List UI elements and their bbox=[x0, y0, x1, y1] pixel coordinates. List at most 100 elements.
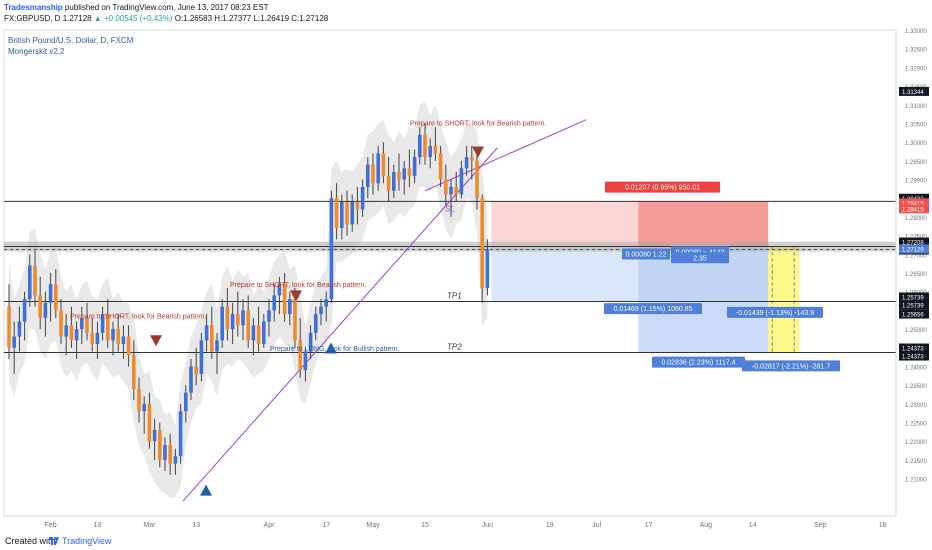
candle bbox=[386, 157, 391, 202]
candle bbox=[402, 160, 406, 195]
position-label: -0.02817 (-2.21%) -281.7 bbox=[752, 363, 830, 370]
y-tick-label: 1.21500 bbox=[905, 459, 927, 465]
price-tag-bg bbox=[899, 204, 929, 214]
candle bbox=[28, 254, 32, 307]
candle bbox=[485, 239, 490, 296]
candle-body bbox=[137, 388, 141, 412]
x-tick-label: 13 bbox=[192, 522, 200, 529]
candle-body bbox=[412, 157, 417, 176]
y-tick-label: 1.22000 bbox=[905, 440, 927, 446]
level-label-tp2: TP2 bbox=[447, 343, 462, 352]
chart-title: British Pound/U.S. Dollar, D, FXCM bbox=[8, 36, 134, 45]
candle-body bbox=[158, 430, 162, 460]
candle-body bbox=[90, 332, 94, 345]
candle-body bbox=[298, 340, 302, 371]
candle-body bbox=[111, 329, 115, 341]
x-tick-label: Jul bbox=[592, 522, 601, 529]
candle-body bbox=[194, 366, 198, 374]
candle-body bbox=[59, 310, 63, 337]
candle bbox=[303, 347, 308, 382]
candle bbox=[121, 325, 126, 359]
indicator-name: Mongerskit v2.2 bbox=[8, 47, 65, 56]
publish-line: Tradesmanship published on TradingView.c… bbox=[4, 2, 268, 13]
candle-body bbox=[428, 145, 432, 158]
candle-body bbox=[480, 198, 484, 288]
level-label-sl: SL bbox=[445, 204, 455, 213]
y-tick-label: 1.25000 bbox=[905, 328, 927, 334]
y-tick-label: 1.28000 bbox=[905, 216, 927, 222]
x-tick-label: Mar bbox=[143, 522, 156, 529]
candle bbox=[241, 299, 245, 341]
x-tick-label: 15 bbox=[421, 522, 429, 529]
x-tick-label: Sep bbox=[814, 522, 827, 529]
candle-body bbox=[340, 201, 344, 229]
price-tag-bg bbox=[899, 292, 929, 302]
candle bbox=[340, 194, 344, 240]
candle bbox=[137, 377, 141, 423]
candle-body bbox=[459, 168, 464, 195]
candle-body bbox=[251, 325, 256, 341]
position-label-bg bbox=[652, 356, 745, 368]
candle-body bbox=[189, 366, 193, 393]
candle-body bbox=[38, 295, 42, 318]
position-label: 0.00080 1.22 bbox=[626, 252, 667, 259]
bearish-marker-icon bbox=[290, 290, 302, 302]
price-tag-bg bbox=[899, 244, 929, 254]
price-chart[interactable]: SL TP1 TP2 Prepare to SHORT, look for Beari… bbox=[0, 26, 932, 532]
candle bbox=[428, 138, 432, 169]
candle bbox=[132, 340, 136, 401]
candle bbox=[397, 153, 401, 191]
candle-body bbox=[418, 134, 422, 158]
candle bbox=[48, 273, 53, 322]
candle-body bbox=[277, 284, 282, 296]
chart-svg[interactable]: SL TP1 TP2 Prepare to SHORT, look for Beari… bbox=[0, 26, 932, 532]
candle bbox=[210, 306, 214, 359]
position-label-bg bbox=[727, 306, 823, 318]
candle-body bbox=[314, 314, 318, 333]
candle bbox=[74, 321, 79, 359]
y-tick-label: 1.24000 bbox=[905, 365, 927, 371]
candle-body bbox=[376, 153, 380, 184]
candle bbox=[199, 332, 204, 382]
candle-body bbox=[329, 198, 334, 300]
candle-body bbox=[355, 201, 360, 210]
candle-body bbox=[95, 332, 100, 345]
annotation-text: Prepare to SHORT, look for Bearish patte… bbox=[70, 314, 206, 321]
candle bbox=[433, 127, 438, 161]
candle-body bbox=[345, 201, 349, 225]
y-tick-label: 1.27000 bbox=[905, 253, 927, 259]
candle bbox=[116, 314, 120, 352]
candle-body bbox=[54, 284, 58, 311]
y-tick-label: 1.29500 bbox=[905, 160, 927, 166]
x-tick-label: 14 bbox=[749, 522, 757, 529]
tradingview-brand[interactable]: TradingView bbox=[62, 536, 112, 546]
candle bbox=[152, 418, 157, 460]
candle-body bbox=[381, 153, 386, 176]
candle-body bbox=[236, 314, 240, 326]
price-tag-bg bbox=[899, 86, 929, 96]
candle-body bbox=[288, 299, 292, 315]
candle-body bbox=[282, 284, 287, 315]
symbol-line: FX:GBPUSD, D 1.27128 ▲ +0.00545 (+0.43%)… bbox=[4, 13, 328, 24]
candle bbox=[329, 190, 334, 303]
candle-body bbox=[220, 306, 224, 341]
position-label: -0.01439 (-1.13%) -143.9 bbox=[736, 310, 814, 317]
candle-body bbox=[246, 310, 250, 341]
candle bbox=[230, 302, 235, 345]
candle-body bbox=[100, 314, 105, 333]
x-tick-label: Aug bbox=[700, 522, 713, 529]
candle-body bbox=[69, 325, 74, 341]
candle-body bbox=[272, 295, 276, 311]
price-tag-bg bbox=[899, 351, 929, 361]
candle bbox=[215, 332, 219, 374]
candle bbox=[256, 306, 261, 352]
candle-body bbox=[215, 340, 219, 352]
candle-body bbox=[371, 164, 375, 184]
price-tag: 1.24373 bbox=[902, 347, 924, 353]
stop-loss-zone-extended bbox=[638, 201, 769, 247]
price-tag-bg bbox=[899, 343, 929, 353]
candle bbox=[360, 179, 365, 217]
candle bbox=[251, 317, 256, 356]
author-link[interactable]: Tradesmanship bbox=[4, 3, 63, 12]
candle bbox=[33, 250, 37, 307]
